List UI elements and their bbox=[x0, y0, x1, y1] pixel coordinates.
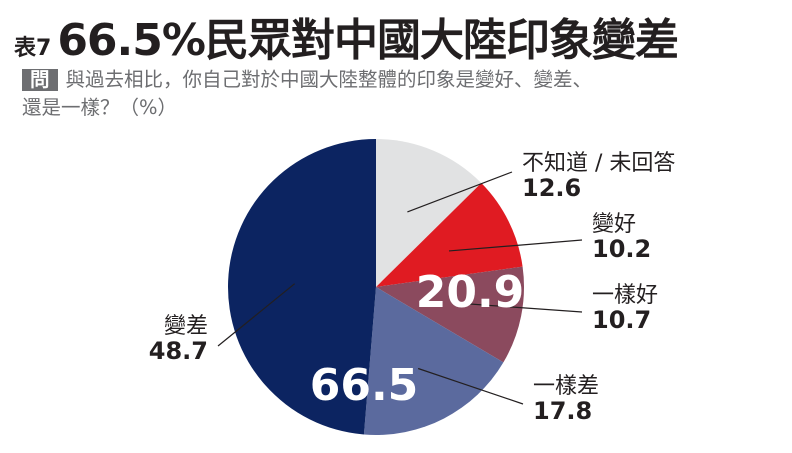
pie-slice-3 bbox=[363, 287, 504, 435]
slice-label-0: 不知道 / 未回答 bbox=[522, 151, 675, 176]
pie-slice-4 bbox=[227, 139, 376, 435]
title-text: 66.5%民眾對中國大陸印象變差 bbox=[57, 15, 679, 66]
slice-value-4: 48.7 bbox=[149, 337, 208, 365]
question-badge: 問 bbox=[22, 69, 58, 91]
chart-title: 表7 66.5%民眾對中國大陸印象變差 bbox=[14, 4, 679, 68]
leader-line-3 bbox=[417, 367, 524, 405]
group-total-0: 20.9 bbox=[416, 267, 525, 318]
slice-value-1: 10.2 bbox=[592, 235, 651, 263]
slice-value-3: 17.8 bbox=[533, 397, 592, 425]
slice-label-4: 變差 bbox=[164, 314, 208, 339]
slice-label-3: 一樣差 bbox=[533, 374, 599, 399]
table-number: 表7 bbox=[14, 36, 52, 61]
leader-line-1 bbox=[448, 239, 583, 252]
question-line-1: 與過去相比，你自己對於中國大陸整體的印象是變好、變差、 bbox=[65, 68, 593, 91]
slice-label-2: 一樣好 bbox=[592, 283, 658, 308]
question-text: 問與過去相比，你自己對於中國大陸整體的印象是變好、變差、 還是一樣？（%） bbox=[22, 66, 782, 122]
pie-slice-1 bbox=[376, 183, 523, 287]
pie-slice-0 bbox=[376, 139, 482, 287]
leader-line-2 bbox=[455, 302, 583, 313]
leader-line-4 bbox=[217, 283, 296, 347]
slice-value-2: 10.7 bbox=[592, 306, 651, 334]
slice-value-0: 12.6 bbox=[522, 174, 581, 202]
leader-line-0 bbox=[407, 171, 513, 213]
question-line-2: 還是一樣？（%） bbox=[22, 96, 178, 119]
group-total-1: 66.5 bbox=[310, 360, 419, 411]
pie-slice-2 bbox=[376, 266, 525, 363]
slice-label-1: 變好 bbox=[592, 212, 636, 237]
